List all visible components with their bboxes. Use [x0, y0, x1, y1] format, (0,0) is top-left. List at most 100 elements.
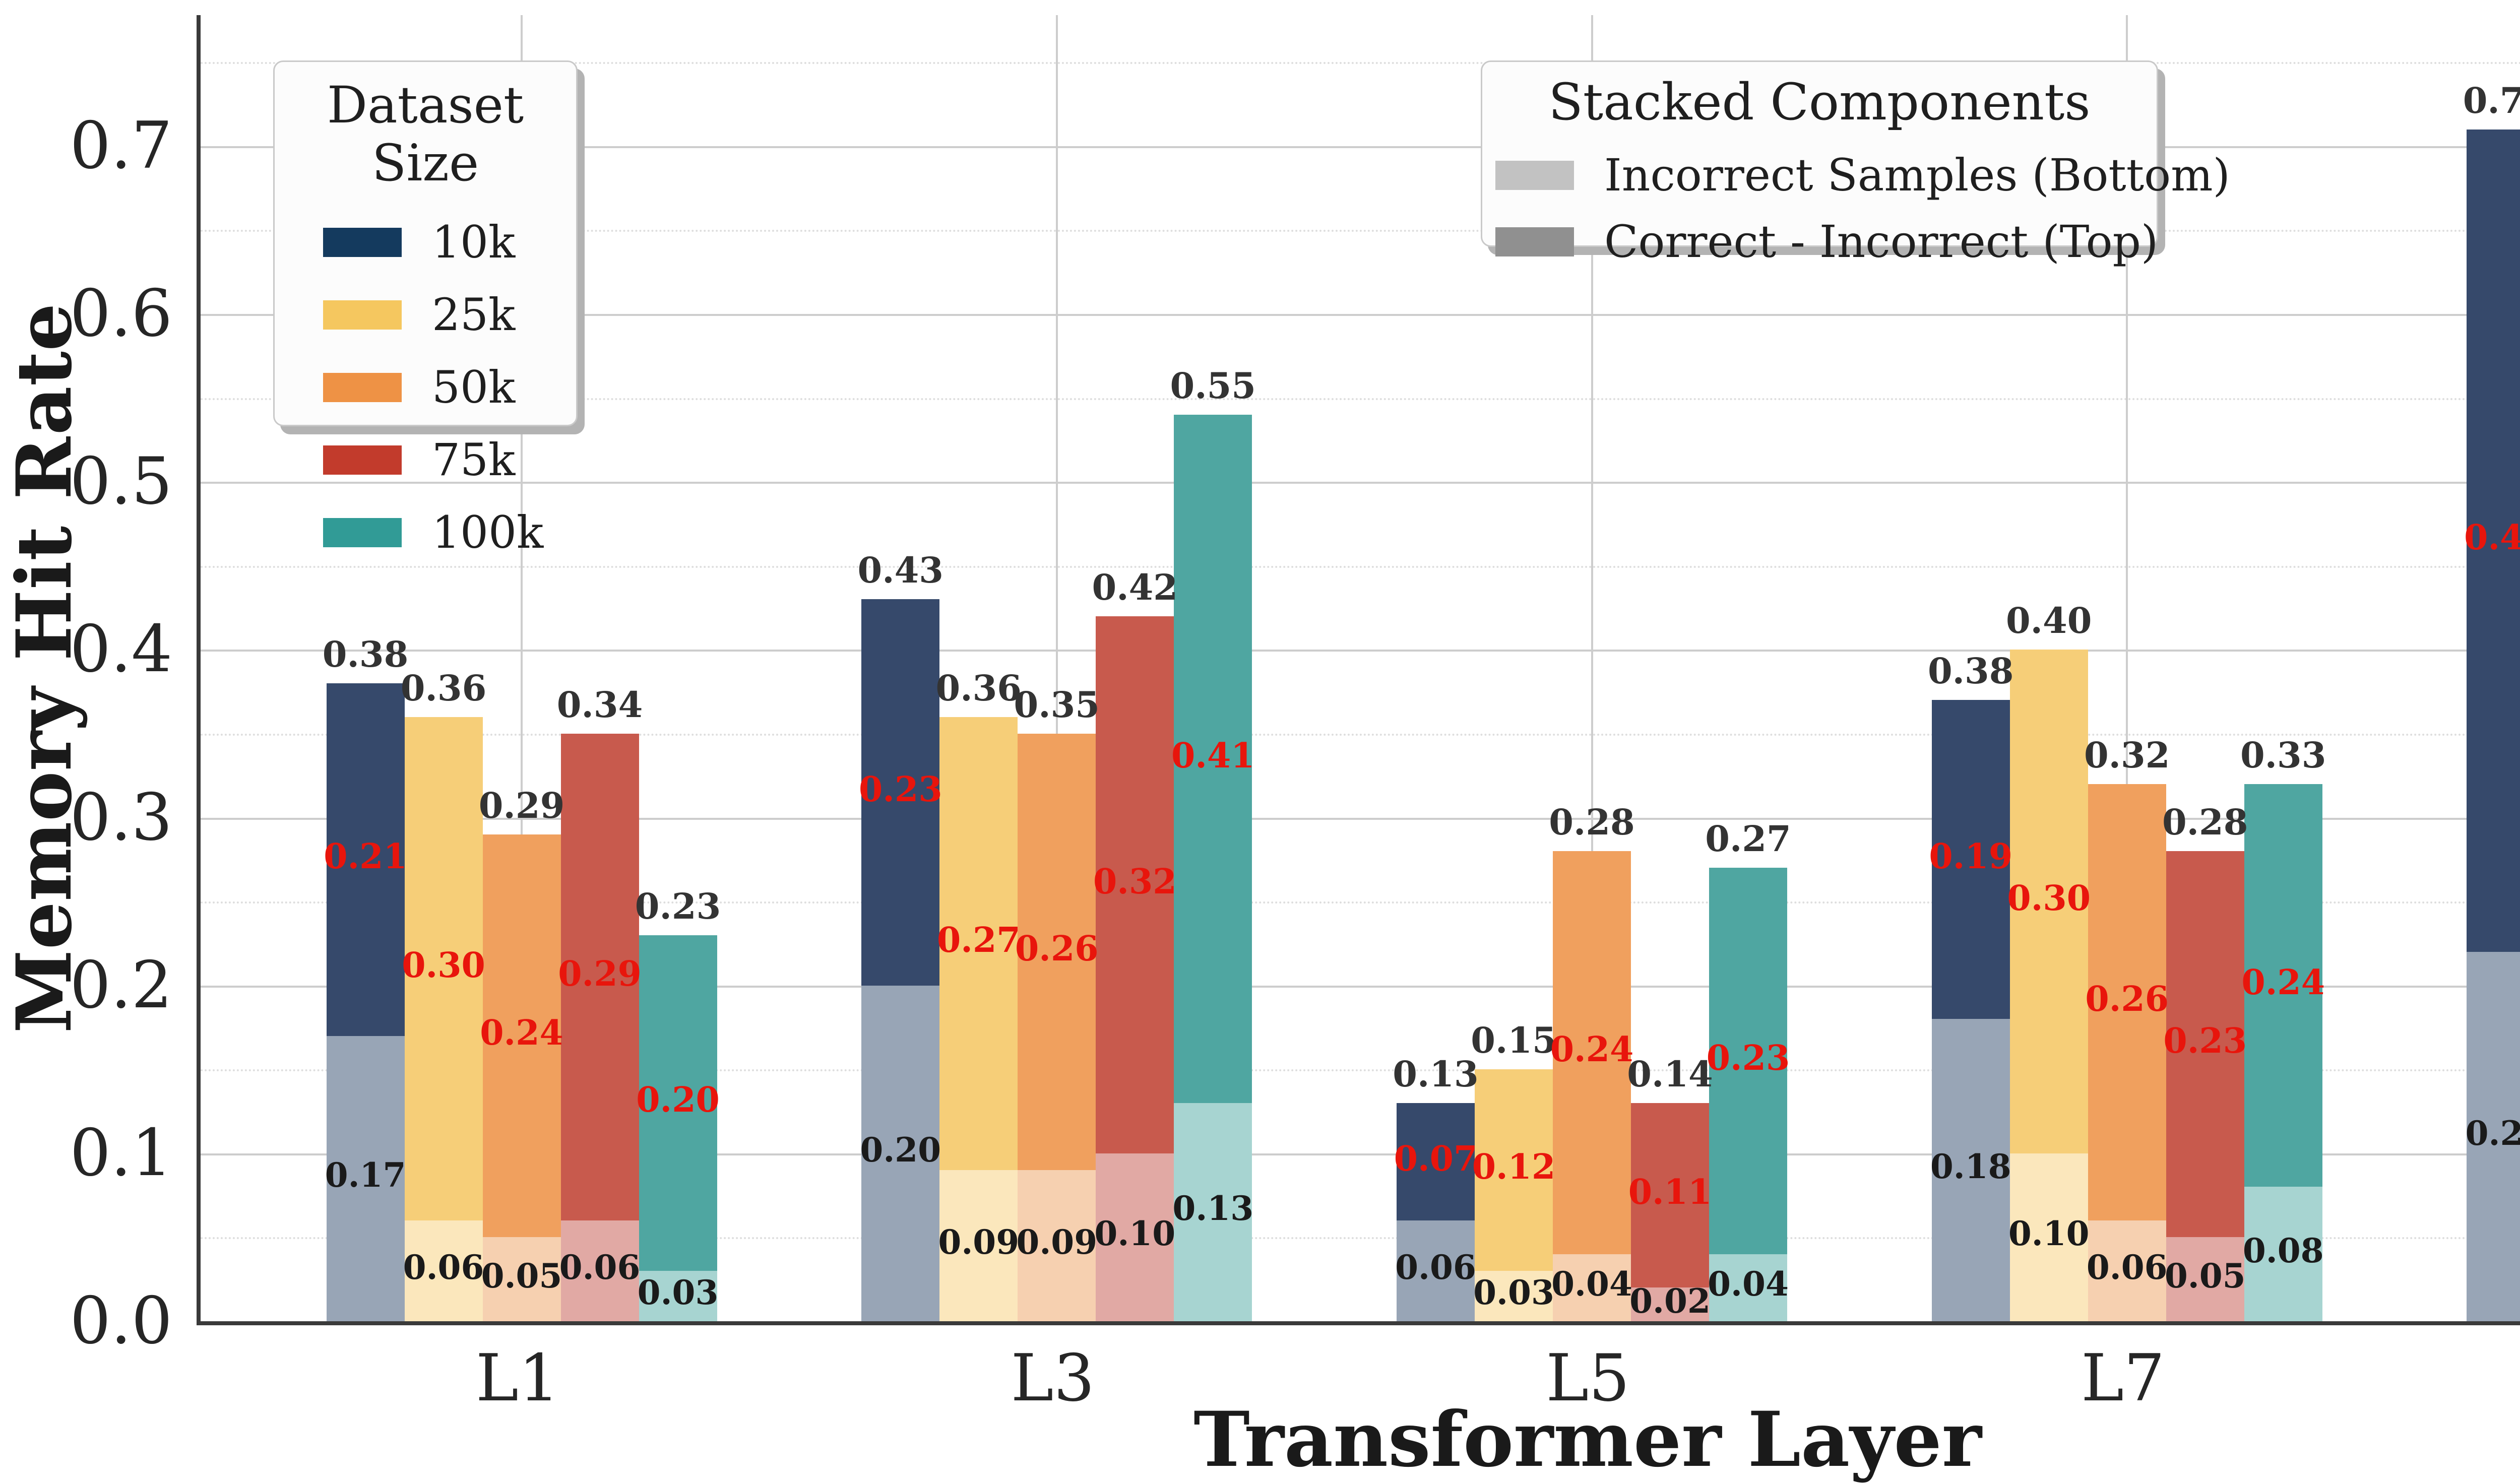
label-top-L1-50k: 0.24 [480, 1012, 563, 1053]
label-top-L3-10k: 0.23 [858, 769, 942, 810]
gridline-major-0.4 [201, 650, 2520, 652]
gridline-minor-0.25 [201, 901, 2520, 904]
legend-component-label: Incorrect Samples (Bottom) [1604, 149, 2230, 201]
bar-L7-10k-correct-top [1931, 700, 2010, 1019]
bar-L3-100k-incorrect-bottom [1174, 1103, 1252, 1321]
bar-L5-25k-correct-top [1475, 1069, 1553, 1271]
legend-dataset-row-25k: 25k [323, 293, 576, 337]
label-bottom-L7-100k: 0.08 [2242, 1231, 2324, 1270]
bar-L1-75k-incorrect-bottom [560, 1220, 639, 1321]
label-total-L5-100k: 0.27 [1705, 818, 1791, 860]
bar-L5-10k-incorrect-bottom [1397, 1220, 1475, 1321]
legend-dataset-label: 10k [432, 216, 516, 268]
bar-L3-10k-correct-top [861, 599, 940, 986]
label-bottom-L1-25k: 0.06 [403, 1248, 484, 1287]
label-total-L5-10k: 0.13 [1393, 1053, 1479, 1095]
label-top-L5-50k: 0.24 [1550, 1029, 1634, 1070]
plot-area: 0.38 0.21 0.17 0.43 0.23 0.20 0.13 0.07 0.06 0.38… [197, 15, 2520, 1325]
bar-L5-75k-correct-top [1631, 1103, 1709, 1288]
label-bottom-L1-50k: 0.05 [481, 1256, 562, 1296]
bar-L1-25k-correct-top [404, 717, 483, 1221]
y-tick-label-0.3: 0.3 [70, 780, 172, 855]
label-total-L3-10k: 0.43 [857, 549, 944, 592]
y-tick-label-0.1: 0.1 [70, 1115, 172, 1191]
gridline-vertical-L1 [521, 15, 523, 1321]
bar-L7-100k-incorrect-bottom [2244, 1187, 2322, 1321]
bar-Total-10k-incorrect-bottom [2467, 952, 2520, 1321]
label-bottom-Total-10k: 0.22 [2465, 1113, 2520, 1153]
bar-L5-10k-correct-top [1397, 1103, 1475, 1221]
label-total-L5-75k: 0.14 [1627, 1053, 1713, 1095]
label-total-L3-25k: 0.36 [935, 667, 1022, 709]
legend-dataset-swatch-icon [323, 445, 402, 475]
label-bottom-L3-50k: 0.09 [1016, 1222, 1098, 1262]
label-top-L7-75k: 0.23 [2163, 1021, 2247, 1062]
x-tick-label-L1: L1 [475, 1341, 560, 1416]
legend-dataset-row-10k: 10k [323, 220, 576, 265]
label-top-L1-25k: 0.30 [402, 945, 485, 986]
legend-dataset-row-50k: 50k [323, 365, 576, 410]
label-total-L1-75k: 0.34 [556, 683, 643, 726]
bar-L5-25k-incorrect-bottom [1475, 1271, 1553, 1321]
label-total-L5-25k: 0.15 [1471, 1019, 1557, 1062]
y-tick-label-0.2: 0.2 [70, 947, 172, 1023]
label-top-L1-10k: 0.21 [324, 836, 407, 877]
bar-L3-50k-correct-top [1018, 733, 1096, 1171]
label-total-L7-75k: 0.28 [2162, 801, 2248, 844]
label-top-L3-50k: 0.26 [1015, 929, 1099, 970]
bar-L3-10k-incorrect-bottom [861, 985, 940, 1321]
gridline-minor-0.05 [201, 1237, 2520, 1240]
label-top-L7-25k: 0.30 [2007, 878, 2091, 919]
label-top-Total-10k: 0.49 [2464, 517, 2520, 558]
legend-dataset-size-title: Dataset Size [327, 76, 524, 192]
legend-component-row-incorrect-samples-bottom-: Incorrect Samples (Bottom) [1495, 153, 2230, 198]
x-tick-label-L5: L5 [1546, 1341, 1630, 1416]
legend-dataset-label: 50k [432, 361, 516, 413]
bar-L3-50k-incorrect-bottom [1018, 1170, 1096, 1321]
label-bottom-L3-25k: 0.09 [938, 1222, 1020, 1262]
bar-L5-100k-correct-top [1709, 868, 1787, 1254]
legend-dataset-row-75k: 75k [323, 438, 576, 482]
bar-L3-75k-incorrect-bottom [1096, 1153, 1174, 1321]
label-total-L1-10k: 0.38 [322, 633, 409, 675]
gridline-minor-0.75 [201, 62, 2520, 64]
gridline-minor-0.45 [201, 565, 2520, 568]
label-total-L5-50k: 0.28 [1549, 801, 1635, 844]
x-axis-title: Transformer Layer [1193, 1395, 1982, 1484]
label-total-L7-50k: 0.32 [2084, 734, 2170, 776]
label-bottom-L1-100k: 0.03 [637, 1273, 719, 1313]
label-total-L3-100k: 0.55 [1170, 364, 1256, 407]
bar-L7-75k-incorrect-bottom [2166, 1237, 2244, 1321]
label-top-L3-25k: 0.27 [936, 920, 1021, 961]
y-tick-label-0.6: 0.6 [70, 276, 172, 352]
label-top-L1-100k: 0.20 [636, 1079, 720, 1120]
label-bottom-L5-50k: 0.04 [1551, 1264, 1632, 1304]
gridline-minor-0.55 [201, 398, 2520, 400]
label-top-L7-100k: 0.24 [2241, 962, 2325, 1003]
label-top-L3-75k: 0.32 [1093, 861, 1177, 902]
y-tick-label-0.4: 0.4 [70, 612, 172, 687]
label-bottom-L1-75k: 0.06 [559, 1248, 641, 1287]
legend-dataset-label: 25k [432, 289, 516, 341]
gridline-minor-0.65 [201, 230, 2520, 232]
legend-dataset-row-100k: 100k [323, 510, 576, 555]
label-top-L5-100k: 0.23 [1706, 1038, 1790, 1078]
gridline-major-0.2 [201, 985, 2520, 988]
label-bottom-L1-10k: 0.17 [325, 1155, 406, 1195]
label-top-L1-75k: 0.29 [558, 954, 642, 995]
bar-L5-50k-correct-top [1553, 851, 1631, 1254]
legend-dataset-swatch-icon [323, 300, 402, 330]
bar-L3-25k-incorrect-bottom [939, 1170, 1018, 1321]
legend-component-label: Correct - Incorrect (Top) [1604, 216, 2159, 268]
legend-dataset-label: 75k [432, 434, 516, 486]
legend-stacked-components-items: Incorrect Samples (Bottom) Correct - Inco… [1482, 153, 2230, 268]
bar-L1-10k-correct-top [326, 683, 405, 1036]
label-top-L7-10k: 0.19 [1929, 836, 2013, 877]
bar-L1-25k-incorrect-bottom [404, 1220, 483, 1321]
label-total-L1-100k: 0.23 [635, 885, 721, 927]
label-total-L1-25k: 0.36 [400, 667, 487, 709]
bar-L1-50k-incorrect-bottom [482, 1237, 561, 1321]
bar-L7-50k-incorrect-bottom [2088, 1220, 2166, 1321]
bar-L3-100k-correct-top [1174, 414, 1252, 1103]
